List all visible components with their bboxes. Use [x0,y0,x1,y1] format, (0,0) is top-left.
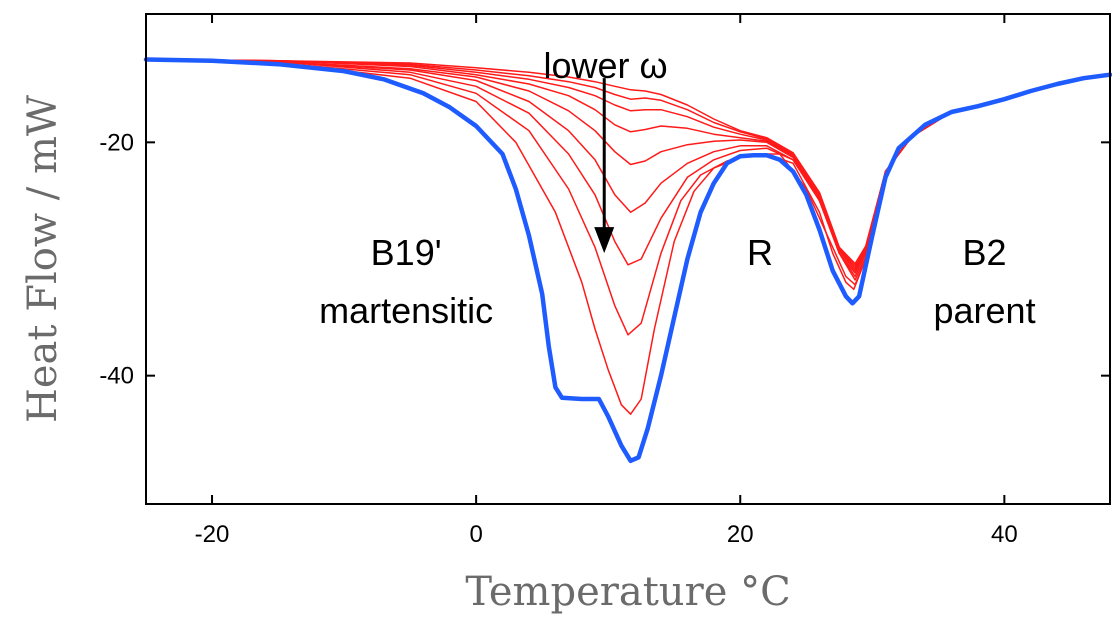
arrow-head [594,227,615,254]
annotation-4: B2 [963,232,1007,273]
annotation-0: lower ω [543,45,667,86]
x-tick-label: 40 [991,521,1018,548]
series-line-blue [143,57,1112,464]
y-tick-label: -20 [99,129,134,156]
x-tick-label: -20 [195,521,230,548]
arrow-layer [594,78,615,254]
annotation-2: martensitic [319,290,493,331]
annotation-3: R [747,232,773,273]
annotation-1: B19' [371,232,442,273]
x-axis-title: Temperature °C [465,569,790,615]
y-tick-label: -40 [99,363,134,390]
x-tick-label: 20 [727,521,754,548]
annotation-layer: lower ω B19' martensitic R B2 parent [319,45,1035,331]
plot-frame [145,13,1111,505]
x-tick-label: 0 [469,521,482,548]
series-layer [143,57,1112,464]
annotation-5: parent [934,290,1036,331]
tick-layer: -20 0 20 40 -20 -40 [99,14,1110,548]
y-axis-title: Heat Flow / mW [20,95,66,423]
